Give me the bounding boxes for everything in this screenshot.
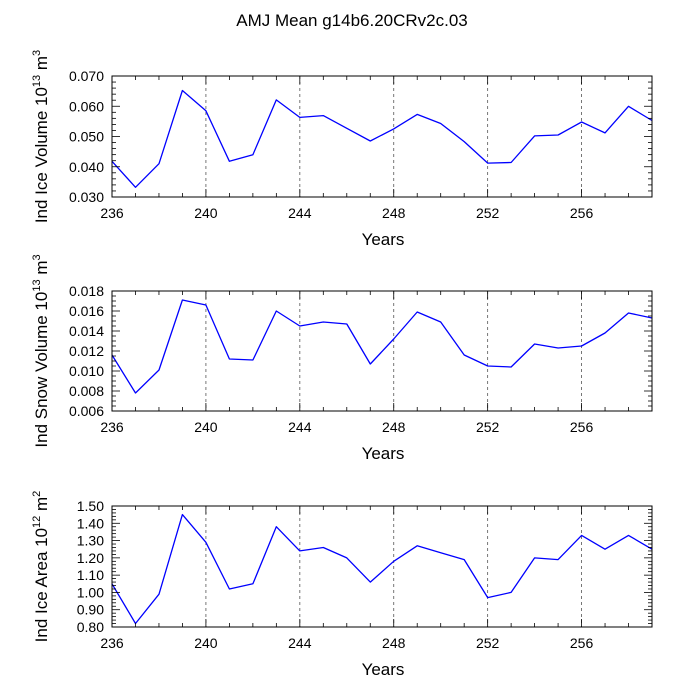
ice-volume-y-tick-label: 0.070: [69, 68, 104, 84]
ice-area-x-tick-label: 240: [194, 635, 218, 651]
ice-volume-x-tick-label: 236: [100, 205, 124, 221]
snow-volume-x-axis-title: Years: [362, 444, 405, 463]
snow-volume-y-axis-title-exponent: 13: [31, 279, 43, 291]
snow-volume-y-axis-title-text: Ind Snow Volume 10: [32, 292, 51, 448]
chart-title: AMJ Mean g14b6.20CRv2c.03: [236, 11, 468, 30]
snow-volume-y-axis-title: Ind Snow Volume 1013 m3: [31, 254, 51, 447]
ice-volume-y-axis-title-unit-exponent: 3: [31, 50, 43, 56]
ice-volume-series-line: [111, 89, 653, 188]
ice-area-y-tick-label: 1.10: [77, 567, 104, 583]
snow-volume-y-tick-label: 0.010: [69, 363, 104, 379]
ice-area-y-axis-title-unit-exponent: 2: [31, 491, 43, 497]
ice-area-x-axis-title: Years: [362, 660, 405, 679]
snow-volume-series-line: [111, 299, 653, 394]
ice-volume-plot-frame: [111, 75, 653, 198]
ice-area-panel: 236 240 244 248 252 2560.800.901.001.101.201.…: [31, 491, 653, 679]
ice-area-y-tick-label: 1.30: [77, 533, 104, 549]
ice-area-y-tick-label: 1.20: [77, 550, 104, 566]
ice-area-y-axis-title: Ind Ice Area 1012 m2: [31, 491, 51, 643]
ice-area-y-tick-label: 1.40: [77, 515, 104, 531]
ice-area-y-axis-title-unit: m: [32, 497, 51, 516]
ice-area-x-tick-label: 244: [288, 635, 312, 651]
ice-volume-y-tick-label: 0.040: [69, 159, 104, 175]
ice-volume-y-axis-title-unit: m: [32, 56, 51, 75]
ice-volume-y-tick-label: 0.050: [69, 129, 104, 145]
ice-area-y-tick-label: 0.90: [77, 602, 104, 618]
snow-volume-y-tick-label: 0.014: [69, 323, 104, 339]
ice-volume-y-axis-title-text: Ind Ice Volume 10: [32, 87, 51, 223]
ice-area-x-tick-label: 236: [100, 635, 124, 651]
ice-area-y-axis-title-exponent: 12: [31, 516, 43, 528]
ice-area-y-axis-title-text: Ind Ice Area 10: [32, 528, 51, 642]
ice-area-y-tick-label: 1.00: [77, 584, 104, 600]
ice-volume-x-axis-title: Years: [362, 230, 405, 249]
ice-volume-y-axis-title-exponent: 13: [31, 75, 43, 87]
snow-volume-x-tick-label: 256: [570, 419, 594, 435]
snow-volume-x-tick-label: 248: [382, 419, 406, 435]
snow-volume-y-axis-title-unit: m: [32, 261, 51, 280]
snow-volume-x-tick-label: 252: [476, 419, 500, 435]
snow-volume-y-axis-title-unit-exponent: 3: [31, 254, 43, 260]
ice-area-x-tick-label: 248: [382, 635, 406, 651]
ice-area-y-tick-label: 1.50: [77, 498, 104, 514]
ice-area-y-tick-label: 0.80: [77, 619, 104, 635]
snow-volume-y-tick-label: 0.016: [69, 303, 104, 319]
ice-area-series-line: [111, 513, 653, 625]
ice-volume-x-tick-label: 248: [382, 205, 406, 221]
ice-volume-x-tick-label: 256: [570, 205, 594, 221]
ice-area-x-tick-label: 256: [570, 635, 594, 651]
snow-volume-panel: 236 240 244 248 252 256 0.006 0.008 0.010 0.012 0.…: [31, 254, 653, 463]
ice-volume-panel: 236 240 244 248 252 256 0.030 0.040 0.050 0.060 0.…: [31, 50, 653, 249]
snow-volume-y-tick-label: 0.008: [69, 383, 104, 399]
ice-volume-y-axis-title: Ind Ice Volume 1013 m3: [31, 50, 51, 223]
snow-volume-x-tick-label: 236: [100, 419, 124, 435]
ice-volume-x-tick-label: 244: [288, 205, 312, 221]
ice-volume-x-tick-label: 252: [476, 205, 500, 221]
ice-volume-y-tick-label: 0.060: [69, 98, 104, 114]
ice-volume-x-tick-label: 240: [194, 205, 218, 221]
snow-volume-y-tick-label: 0.006: [69, 403, 104, 419]
snow-volume-x-tick-label: 244: [288, 419, 312, 435]
snow-volume-x-tick-label: 240: [194, 419, 218, 435]
ice-area-plot-frame: [111, 505, 653, 628]
snow-volume-y-tick-label: 0.012: [69, 343, 104, 359]
snow-volume-y-tick-label: 0.018: [69, 283, 104, 299]
ice-volume-y-tick-label: 0.030: [69, 189, 104, 205]
ice-area-x-tick-label: 252: [476, 635, 500, 651]
